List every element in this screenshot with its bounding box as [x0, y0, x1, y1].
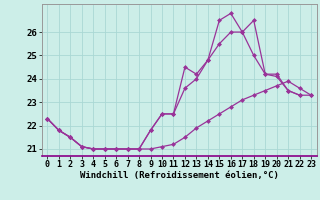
X-axis label: Windchill (Refroidissement éolien,°C): Windchill (Refroidissement éolien,°C) [80, 171, 279, 180]
